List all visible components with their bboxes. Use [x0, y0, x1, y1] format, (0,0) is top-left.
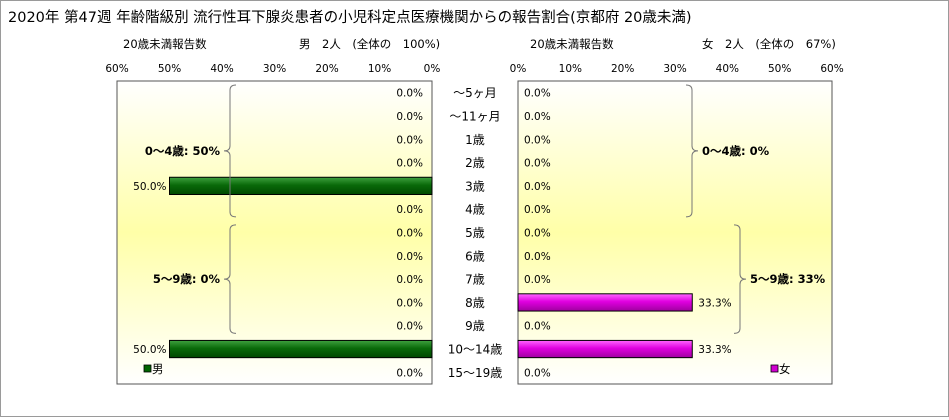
right-age-group-label: 0～4歳: 0% — [702, 144, 770, 158]
female-data-label: 0.0% — [524, 367, 551, 379]
female-data-label: 0.0% — [524, 88, 551, 100]
male-legend-swatch — [143, 364, 152, 373]
female-legend-swatch — [770, 364, 779, 373]
female-bar — [517, 339, 693, 359]
category-label: 8歳 — [465, 296, 485, 310]
female-data-label: 0.0% — [524, 158, 551, 170]
female-data-label: 33.3% — [698, 344, 731, 356]
female-data-label: 0.0% — [524, 321, 551, 333]
right-axis-tick: 60% — [820, 63, 843, 75]
chart-title: 2020年 第47週 年齢階級別 流行性耳下腺炎患者の小児科定点医療機関からの報… — [8, 8, 692, 26]
category-label: 1歳 — [465, 133, 485, 147]
male-data-label: 0.0% — [396, 251, 423, 263]
male-legend-label: 男 — [152, 362, 164, 376]
right-axis-tick: 0% — [510, 63, 527, 75]
male-data-label: 0.0% — [396, 228, 423, 240]
female-bar — [517, 293, 693, 312]
male-data-label: 0.0% — [396, 321, 423, 333]
left-axis-tick: 0% — [424, 63, 441, 75]
male-data-label: 0.0% — [396, 274, 423, 286]
left-subtitle-total: 男 2人 (全体の 100%) — [299, 37, 440, 51]
right-axis-tick: 30% — [663, 63, 686, 75]
left-axis-tick: 10% — [368, 63, 391, 75]
left-age-group-label: 0～4歳: 50% — [145, 144, 221, 158]
right-age-group-label: 5～9歳: 33% — [750, 272, 826, 286]
left-plot-area — [116, 80, 433, 385]
female-data-label: 0.0% — [524, 111, 551, 123]
right-subtitle-total: 女 2人 (全体の 67%) — [702, 37, 836, 51]
right-plot-area — [517, 80, 833, 385]
left-axis-tick: 50% — [158, 63, 181, 75]
left-axis-tick: 60% — [105, 63, 128, 75]
left-subtitle-count: 20歳未満報告数 — [123, 37, 207, 51]
category-label: 4歳 — [465, 203, 485, 217]
male-data-label: 0.0% — [396, 134, 423, 146]
right-axis-tick: 20% — [611, 63, 634, 75]
left-axis-tick: 40% — [210, 63, 233, 75]
male-data-label: 50.0% — [133, 344, 166, 356]
category-label: ～11ヶ月 — [449, 109, 500, 123]
category-label: 6歳 — [465, 249, 485, 263]
right-axis-tick: 10% — [559, 63, 582, 75]
male-bar — [169, 339, 433, 359]
right-axis-tick: 40% — [716, 63, 739, 75]
male-data-label: 0.0% — [396, 367, 423, 379]
male-data-label: 0.0% — [396, 88, 423, 100]
right-axis-tick: 50% — [768, 63, 791, 75]
category-label: 3歳 — [465, 179, 485, 193]
left-age-group-brace — [223, 84, 237, 218]
category-label: 15～19歳 — [448, 366, 503, 380]
female-legend-label: 女 — [779, 362, 791, 376]
female-data-label: 0.0% — [524, 181, 551, 193]
left-axis-tick: 20% — [315, 63, 338, 75]
female-data-label: 0.0% — [524, 274, 551, 286]
left-age-group-brace — [223, 224, 237, 334]
male-bar — [169, 176, 433, 196]
category-label: 10～14歳 — [448, 343, 503, 357]
category-label: 2歳 — [465, 156, 485, 170]
category-label: 5歳 — [465, 226, 485, 240]
female-data-label: 0.0% — [524, 204, 551, 216]
female-data-label: 0.0% — [524, 228, 551, 240]
female-data-label: 33.3% — [698, 297, 731, 309]
male-data-label: 0.0% — [396, 158, 423, 170]
left-age-group-label: 5～9歳: 0% — [153, 272, 221, 286]
category-label: ～5ヶ月 — [453, 86, 497, 100]
male-data-label: 0.0% — [396, 297, 423, 309]
male-data-label: 0.0% — [396, 111, 423, 123]
male-data-label: 50.0% — [133, 181, 166, 193]
left-axis-tick: 30% — [263, 63, 286, 75]
female-data-label: 0.0% — [524, 251, 551, 263]
category-label: 9歳 — [465, 319, 485, 333]
right-age-group-brace — [733, 224, 747, 334]
male-data-label: 0.0% — [396, 204, 423, 216]
right-age-group-brace — [685, 84, 699, 218]
right-subtitle-count: 20歳未満報告数 — [530, 37, 614, 51]
category-label: 7歳 — [465, 273, 485, 287]
female-data-label: 0.0% — [524, 134, 551, 146]
